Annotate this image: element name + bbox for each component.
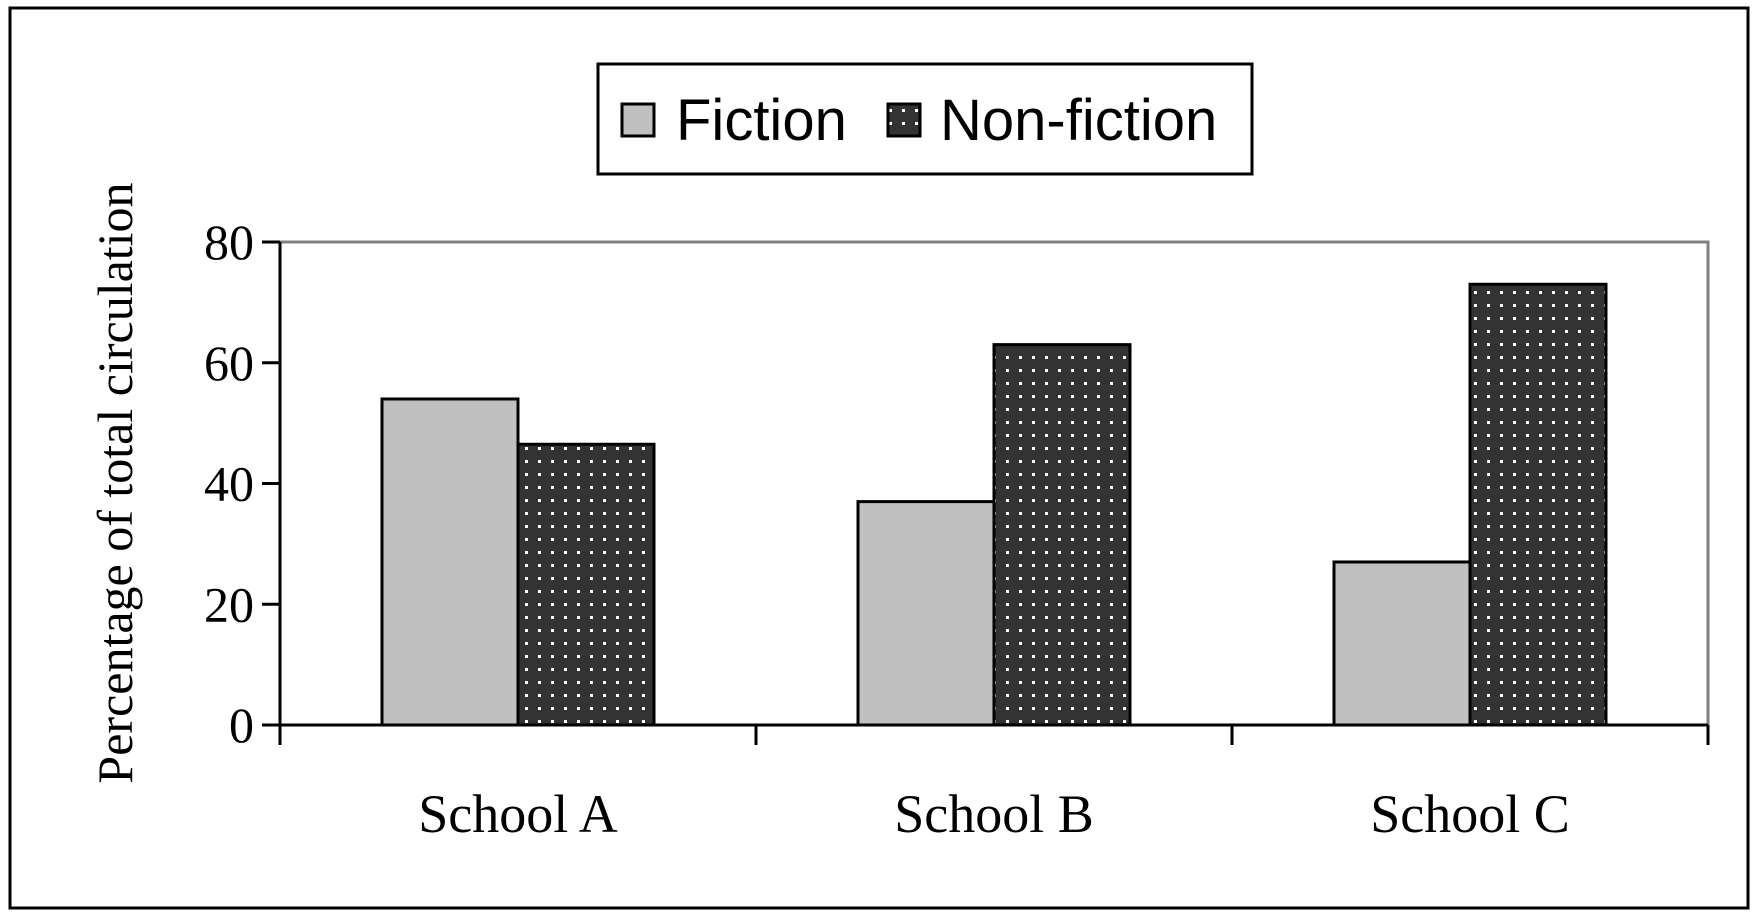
y-axis-title: Percentage of total circulation	[87, 182, 143, 783]
bar-non-fiction	[516, 442, 656, 727]
x-category-label: School B	[894, 784, 1094, 844]
y-tick-label: 0	[229, 697, 254, 753]
legend: Fiction Non-fiction	[596, 62, 1254, 176]
legend-box	[596, 62, 1254, 176]
legend-swatch-non-fiction	[886, 102, 922, 138]
legend-label-fiction: Fiction	[676, 88, 847, 153]
x-category-label: School C	[1370, 784, 1570, 844]
bar-non-fiction	[1468, 282, 1608, 727]
bars	[380, 282, 1608, 727]
legend-swatch-fiction	[620, 102, 656, 138]
y-tick-label: 60	[204, 335, 254, 391]
bar-fiction	[380, 397, 520, 727]
y-tick-label: 80	[204, 214, 254, 270]
y-tick-label: 40	[204, 456, 254, 512]
x-axis: School A School B School C	[278, 723, 1710, 844]
x-category-label: School A	[418, 784, 618, 844]
y-tick-label: 20	[204, 576, 254, 632]
y-axis: 0 20 40 60 80	[204, 214, 282, 753]
bar-fiction	[1332, 560, 1472, 727]
legend-label-non-fiction: Non-fiction	[940, 88, 1217, 153]
bar-non-fiction	[992, 343, 1132, 727]
bar-fiction	[856, 500, 996, 727]
